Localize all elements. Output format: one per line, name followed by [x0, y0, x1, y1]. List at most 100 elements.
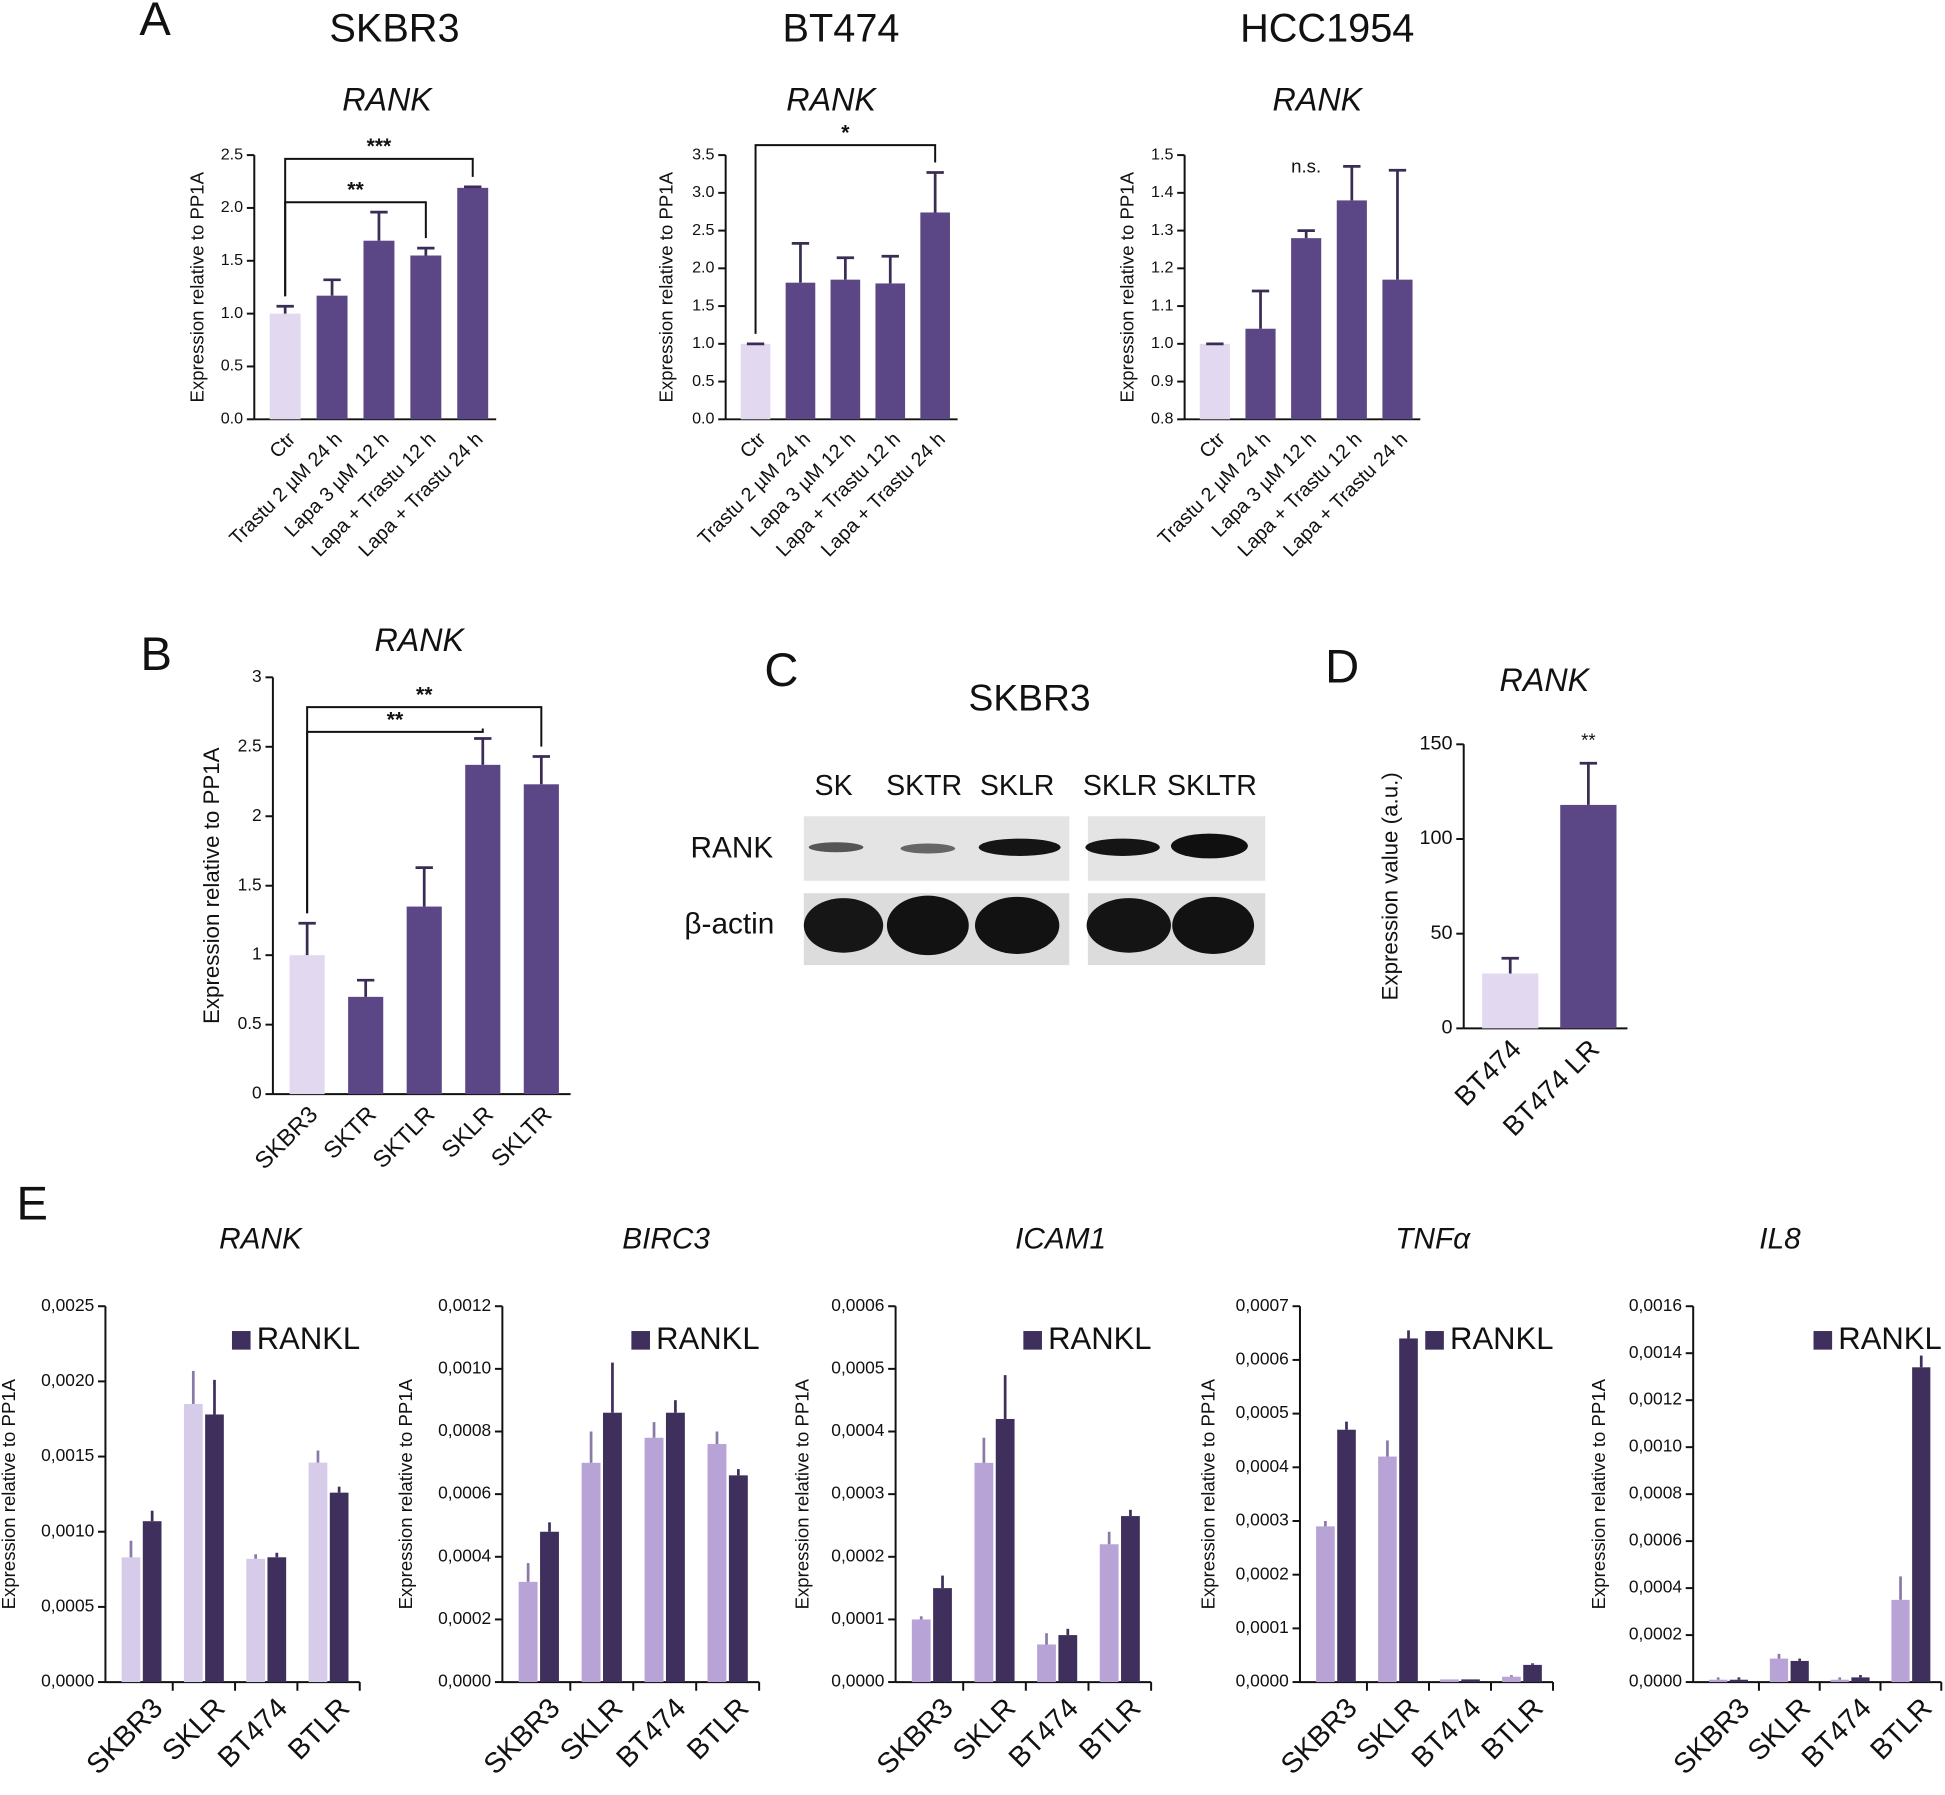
y-tick-label: 0.8 — [1151, 410, 1173, 428]
bar — [348, 996, 384, 1095]
y-tick-label: 3.5 — [692, 145, 714, 163]
bar — [933, 1588, 952, 1683]
error-bar — [1579, 761, 1598, 805]
band — [1085, 838, 1160, 856]
error-bar — [532, 755, 551, 785]
bar — [920, 212, 950, 420]
x-tick-label: BT474 — [1406, 1692, 1488, 1774]
y-tick-label: 1.5 — [221, 251, 243, 269]
y-tick-label: 0,0001 — [1236, 1617, 1289, 1637]
x-tick-label: BTLR — [681, 1692, 755, 1766]
y-axis-label: Expression relative to PP1A — [186, 171, 207, 402]
y-axis-label: Expression relative to PP1A — [0, 1378, 19, 1609]
bar — [269, 313, 301, 420]
y-tick-label: 0,0020 — [41, 1370, 94, 1390]
y-tick-label: 0,0000 — [1629, 1671, 1682, 1691]
bar — [1790, 1660, 1809, 1683]
error-bar — [881, 254, 899, 284]
bar — [1482, 973, 1539, 1029]
bar — [1199, 343, 1230, 420]
band — [978, 838, 1061, 856]
y-tick-label: 2.5 — [692, 221, 714, 239]
row-label: RANK — [691, 832, 774, 865]
bar — [142, 1521, 162, 1683]
y-tick-label: 0,0005 — [1236, 1402, 1289, 1422]
y-tick-label: 0,0010 — [41, 1520, 94, 1540]
legend-swatch — [1023, 1331, 1042, 1350]
row-label: β-actin — [684, 907, 774, 940]
bar — [1891, 1599, 1910, 1683]
y-tick-label: 2.0 — [221, 198, 243, 216]
x-tick-label: Ctr — [1195, 428, 1230, 463]
y-tick-label: 1.5 — [238, 874, 262, 894]
western-blot: SKBR3 SK SKTR SKLR SKLR SKLTR RANK β-act… — [684, 677, 1266, 966]
chart-title: BIRC3 — [622, 1222, 710, 1255]
y-axis-label: Expression relative to PP1A — [1197, 1378, 1218, 1609]
bar — [1502, 1676, 1521, 1683]
bar — [1245, 328, 1276, 420]
y-tick-label: 150 — [1419, 733, 1452, 755]
y-tick-label: 2 — [252, 805, 262, 825]
bar — [540, 1531, 559, 1683]
legend-swatch — [631, 1331, 650, 1350]
y-tick-label: 0,0000 — [1236, 1671, 1289, 1691]
bar — [581, 1462, 601, 1683]
legend-swatch — [1813, 1331, 1833, 1350]
bar — [1399, 1338, 1418, 1683]
y-tick-label: 0,0005 — [41, 1595, 94, 1615]
significance-bracket — [306, 728, 484, 914]
y-tick-label: 2.5 — [221, 145, 243, 163]
y-tick-label: 0,0003 — [1236, 1510, 1289, 1530]
lane-label: SKLR — [980, 770, 1054, 802]
y-tick-label: 0,0012 — [438, 1295, 491, 1315]
y-tick-label: 1.5 — [692, 296, 714, 314]
y-tick-label: 0,0006 — [1236, 1348, 1289, 1368]
bar — [603, 1412, 622, 1683]
bar — [1769, 1658, 1789, 1683]
panel-label: A — [139, 0, 171, 45]
error-bar — [298, 921, 316, 956]
bar — [205, 1414, 224, 1683]
y-axis-label: Expression relative to PP1A — [1117, 171, 1138, 402]
bar — [974, 1462, 994, 1683]
band — [886, 895, 969, 956]
y-tick-label: 0,0012 — [1629, 1389, 1682, 1409]
x-tick-label: BTLR — [1073, 1692, 1147, 1766]
y-tick-label: 0,0004 — [1629, 1577, 1682, 1597]
band — [974, 896, 1060, 954]
panel-label: E — [17, 1176, 48, 1229]
chart-title: TNFα — [1395, 1222, 1471, 1255]
y-tick-label: 0,0001 — [831, 1608, 884, 1628]
legend-label: RANKL — [656, 1321, 759, 1356]
significance-label: ** — [347, 179, 364, 202]
y-tick-label: 0,0006 — [831, 1295, 884, 1315]
y-tick-label: 1.0 — [692, 334, 714, 352]
bar — [911, 1619, 931, 1683]
y-tick-label: 0,0025 — [41, 1295, 94, 1315]
x-tick-label: SKTLR — [368, 1101, 440, 1173]
bar — [1337, 1429, 1356, 1683]
x-tick-label: Ctr — [266, 428, 301, 463]
x-tick-label: BT474 — [610, 1692, 692, 1774]
y-tick-label: 0,0000 — [41, 1671, 94, 1691]
bar — [1316, 1526, 1335, 1683]
band — [1172, 896, 1255, 954]
y-tick-label: 1.2 — [1151, 259, 1173, 277]
y-tick-label: 0,0000 — [438, 1671, 491, 1691]
y-tick-label: 0,0002 — [1629, 1624, 1682, 1644]
chart-title: IL8 — [1759, 1222, 1801, 1255]
y-tick-label: 0,0008 — [1629, 1483, 1682, 1503]
y-tick-label: 1.0 — [1151, 334, 1173, 352]
y-tick-label: 0,0002 — [831, 1545, 884, 1565]
bar — [1461, 1679, 1480, 1683]
chart-title: SKBR3 — [329, 7, 459, 51]
x-tick-label: SKBR3 — [1275, 1692, 1364, 1781]
y-axis-label: Expression relative to PP1A — [199, 747, 224, 1024]
error-bar — [1343, 165, 1361, 201]
y-tick-label: 0,0004 — [831, 1420, 884, 1440]
bar — [1382, 279, 1413, 420]
bar — [1037, 1644, 1056, 1683]
x-tick-label: SKBR3 — [1667, 1692, 1756, 1781]
